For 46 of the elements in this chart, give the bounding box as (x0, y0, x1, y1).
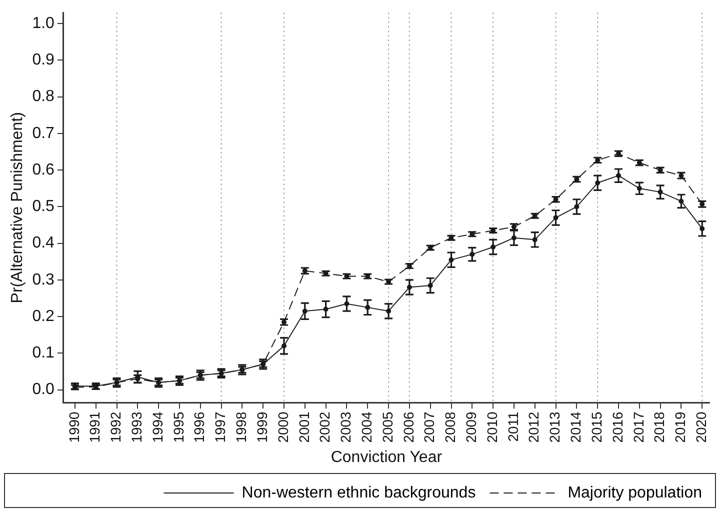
y-tick-label: 0.6 (32, 161, 55, 178)
x-tick-label: 2016 (609, 411, 626, 443)
x-tick-label: 2015 (588, 411, 604, 443)
x-tick-label: 2008 (442, 411, 458, 443)
y-tick-label: 0.3 (32, 271, 55, 288)
x-tick-label: 2017 (630, 411, 646, 443)
x-tick-label: 2011 (504, 411, 521, 442)
x-tick-label: 1999 (254, 411, 270, 443)
x-tick-label: 1994 (149, 411, 166, 443)
x-tick-label: 2005 (379, 411, 396, 443)
x-tick-label: 1993 (128, 411, 145, 443)
x-tick-label: 2009 (463, 411, 480, 443)
x-tick-label: 1992 (108, 411, 124, 443)
x-tick-label: 2000 (274, 411, 291, 443)
x-tick-label: 1998 (233, 411, 250, 443)
y-tick-label: 0.7 (32, 124, 55, 142)
x-tick-label: 2004 (358, 411, 374, 443)
x-tick-label: 2019 (672, 411, 688, 443)
legend-label: Non-western ethnic backgrounds (242, 484, 476, 502)
x-tick-label: 2010 (484, 411, 500, 443)
x-tick-label: 2018 (651, 411, 668, 443)
x-tick-label: 2006 (400, 411, 416, 443)
x-tick-label: 1991 (86, 411, 103, 443)
x-tick-label: 2012 (526, 411, 542, 443)
x-tick-label: 1997 (212, 411, 228, 443)
x-tick-label: 1996 (191, 411, 208, 443)
y-tick-label: 0.5 (32, 198, 55, 216)
y-tick-label: 0.9 (32, 52, 55, 69)
legend-label: Majority population (568, 484, 702, 502)
y-tick-label: 0.4 (32, 234, 55, 252)
x-tick-label: 2007 (421, 411, 438, 443)
x-tick-label: 2014 (568, 411, 584, 443)
y-tick-label: 0.8 (32, 88, 55, 106)
x-tick-label: 1995 (170, 411, 186, 443)
y-tick-label: 0.0 (32, 381, 55, 398)
y-tick-label: 0.1 (32, 344, 55, 362)
x-tick-label: 2003 (338, 411, 354, 443)
y-tick-label: 1.0 (32, 14, 55, 32)
x-axis-title: Conviction Year (330, 448, 443, 466)
x-tick-label: 2001 (296, 411, 312, 443)
y-axis-title: Pr(Alternative Punishment) (9, 112, 26, 304)
x-tick-label: 1990 (66, 411, 82, 443)
y-tick-label: 0.2 (32, 308, 55, 325)
x-tick-label: 2002 (316, 411, 333, 443)
x-tick-label: 2013 (546, 411, 563, 443)
x-tick-label: 2020 (692, 411, 709, 443)
